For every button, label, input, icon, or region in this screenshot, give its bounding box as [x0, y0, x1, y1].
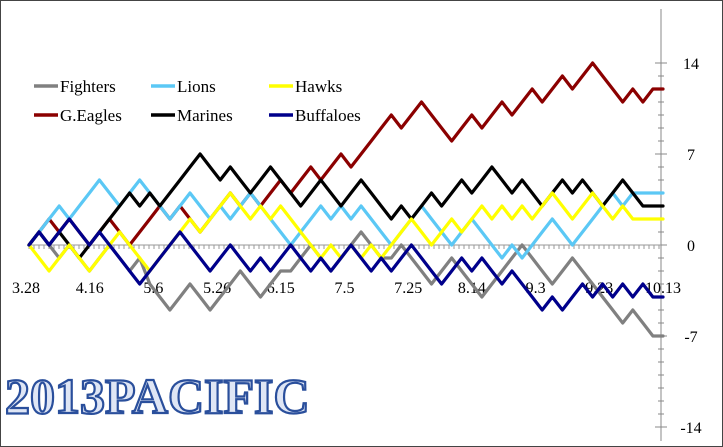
legend-label-buffaloes: Buffaloes [295, 106, 361, 125]
y-tick-label: 0 [687, 238, 695, 255]
legend-label-fighters: Fighters [60, 77, 116, 96]
legend-label-g-eagles: G.Eagles [60, 106, 122, 125]
series-line-marines [27, 152, 665, 260]
series-line-g-eagles [27, 61, 665, 247]
series-line-hawks [27, 191, 665, 273]
y-axis: 14 7 0 -7 -14 [655, 9, 702, 441]
x-tick-label: 7.5 [335, 280, 355, 297]
legend-label-lions: Lions [177, 77, 216, 96]
series-lines [27, 61, 665, 338]
x-tick-label: 10.13 [645, 280, 681, 297]
watermark-title: 2013PACIFIC [5, 368, 310, 424]
y-tick-label: 7 [687, 147, 695, 164]
x-tick-label: 3.28 [12, 280, 40, 297]
y-tick-label: -7 [684, 329, 697, 346]
series-line-buffaloes [27, 217, 665, 312]
x-tick-label: 4.16 [76, 280, 104, 297]
legend-label-marines: Marines [177, 106, 233, 125]
legend: Fighters Lions Hawks G.Eagles Marines Buffalo… [34, 77, 361, 125]
series-line-lions [27, 178, 665, 260]
y-tick-label: -14 [680, 420, 701, 437]
legend-label-hawks: Hawks [295, 77, 342, 96]
x-tick-label: 7.25 [394, 280, 422, 297]
y-tick-label: 14 [683, 56, 699, 73]
x-tick-label: 6.15 [267, 280, 295, 297]
